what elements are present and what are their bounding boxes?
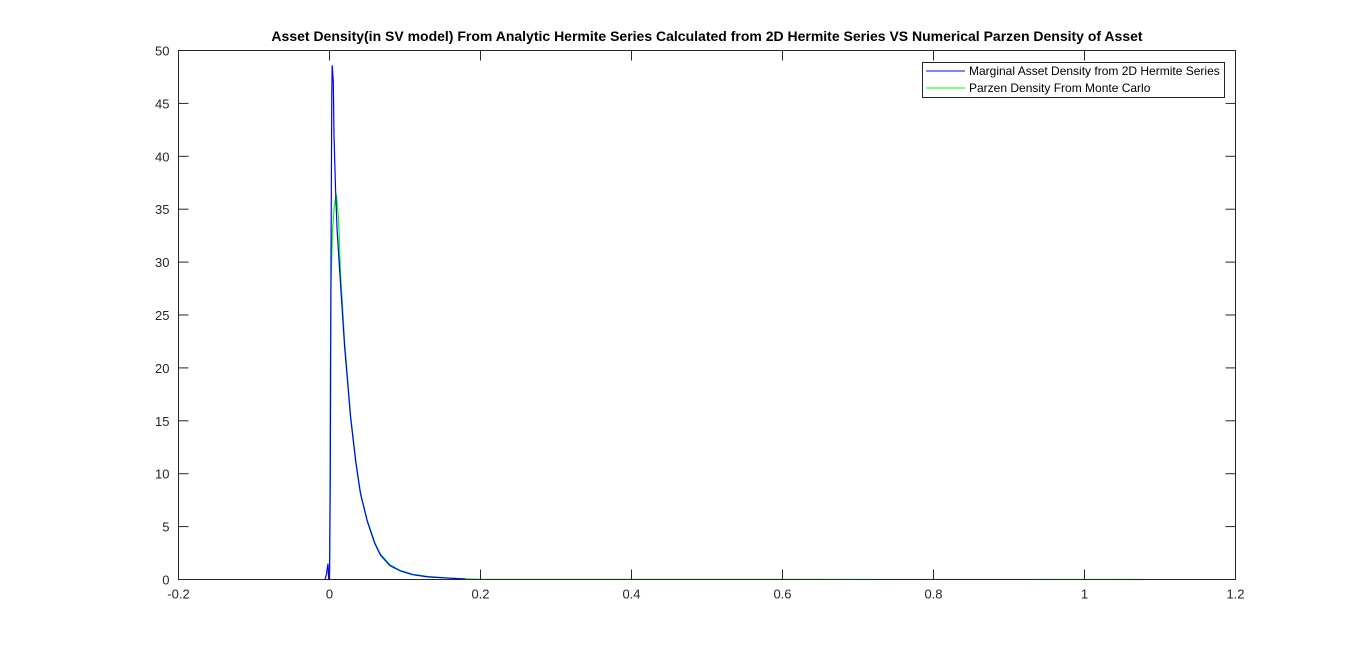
- y-tick-label: 10: [155, 467, 169, 482]
- y-tick-label: 5: [162, 520, 169, 535]
- legend-label-parzen: Parzen Density From Monte Carlo: [969, 81, 1151, 95]
- ticks-layer: -0.2 0 0.2 0.4 0.6 0.8 1 1.20510152025303540455…: [155, 44, 1245, 602]
- legend-box: [922, 62, 1225, 98]
- chart-title: Asset Density(in SV model) From Analytic…: [271, 28, 1142, 44]
- x-tick-label: 0.8: [924, 587, 942, 602]
- x-tick-label: -0.2: [167, 587, 189, 602]
- series-layer: [324, 65, 1145, 581]
- y-tick-label: 15: [155, 414, 169, 429]
- series-line-1: [328, 194, 1145, 581]
- y-tick-label: 25: [155, 308, 169, 323]
- y-tick-label: 30: [155, 255, 169, 270]
- y-tick-label: 0: [162, 573, 169, 588]
- x-tick-label: 0.4: [622, 587, 640, 602]
- y-tick-label: 20: [155, 361, 169, 376]
- y-tick-label: 40: [155, 149, 169, 164]
- y-tick-label: 50: [155, 44, 169, 59]
- plot-area-frame: [178, 50, 1236, 580]
- x-tick-label: 0.6: [773, 587, 791, 602]
- y-tick-label: 45: [155, 96, 169, 111]
- legend: Marginal Asset Density from 2D Hermite S…: [922, 62, 1225, 98]
- y-tick-label: 35: [155, 202, 169, 217]
- x-tick-label: 1.2: [1226, 587, 1244, 602]
- series-line-0: [324, 65, 466, 581]
- x-tick-label: 0: [326, 587, 333, 602]
- legend-label-hermite: Marginal Asset Density from 2D Hermite S…: [969, 64, 1220, 78]
- x-tick-label: 1: [1081, 587, 1088, 602]
- x-tick-label: 0.2: [471, 587, 489, 602]
